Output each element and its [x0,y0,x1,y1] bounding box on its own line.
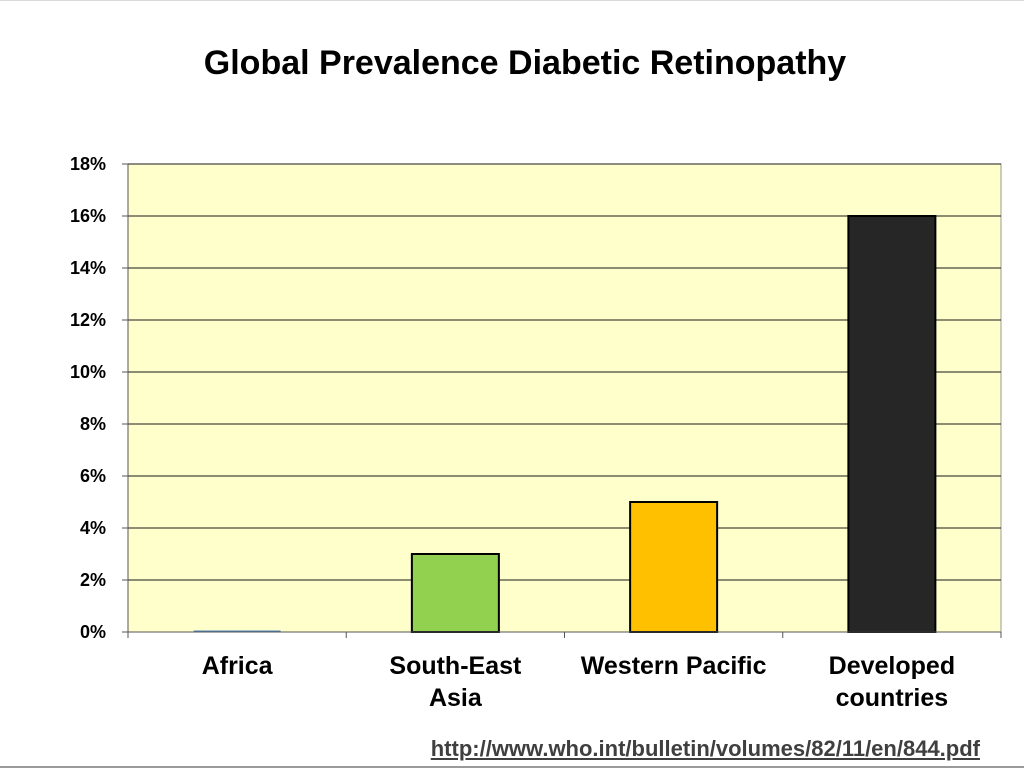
x-axis-tick-labels: Africa South-East Asia Western Pacific Devel… [202,652,955,712]
y-tick-label: 14% [70,258,106,278]
source-link[interactable]: http://www.who.int/bulletin/volumes/82/1… [430,736,980,761]
y-tick-label: 0% [80,622,106,642]
top-border [0,0,1024,1]
bar [629,501,719,633]
y-tick-label: 10% [70,362,106,382]
y-tick-label: 16% [70,206,106,226]
bar-chart: 0% 2% 4% 6% 8% 10% 12% 14% 16% 18% Africa South-Ea… [70,154,1002,712]
slide-title: Global Prevalence Diabetic Retinopathy [203,44,847,82]
x-tick-label: Western Pacific [581,652,767,680]
y-tick-label: 2% [80,570,106,590]
bars [193,215,937,633]
x-tick-label: Africa [202,652,274,680]
x-tick-label: South-East Asia [389,652,522,712]
y-tick-label: 4% [80,518,106,538]
bottom-border [0,766,1024,768]
axes [122,163,1002,638]
bar [410,553,500,633]
y-tick-label: 18% [70,154,106,174]
y-tick-label: 8% [80,414,106,434]
y-tick-label: 6% [80,466,106,486]
bar [847,215,937,633]
x-tick-label: Developed countries [829,652,955,712]
y-axis-tick-labels: 0% 2% 4% 6% 8% 10% 12% 14% 16% 18% [70,154,106,642]
y-tick-label: 12% [70,310,106,330]
